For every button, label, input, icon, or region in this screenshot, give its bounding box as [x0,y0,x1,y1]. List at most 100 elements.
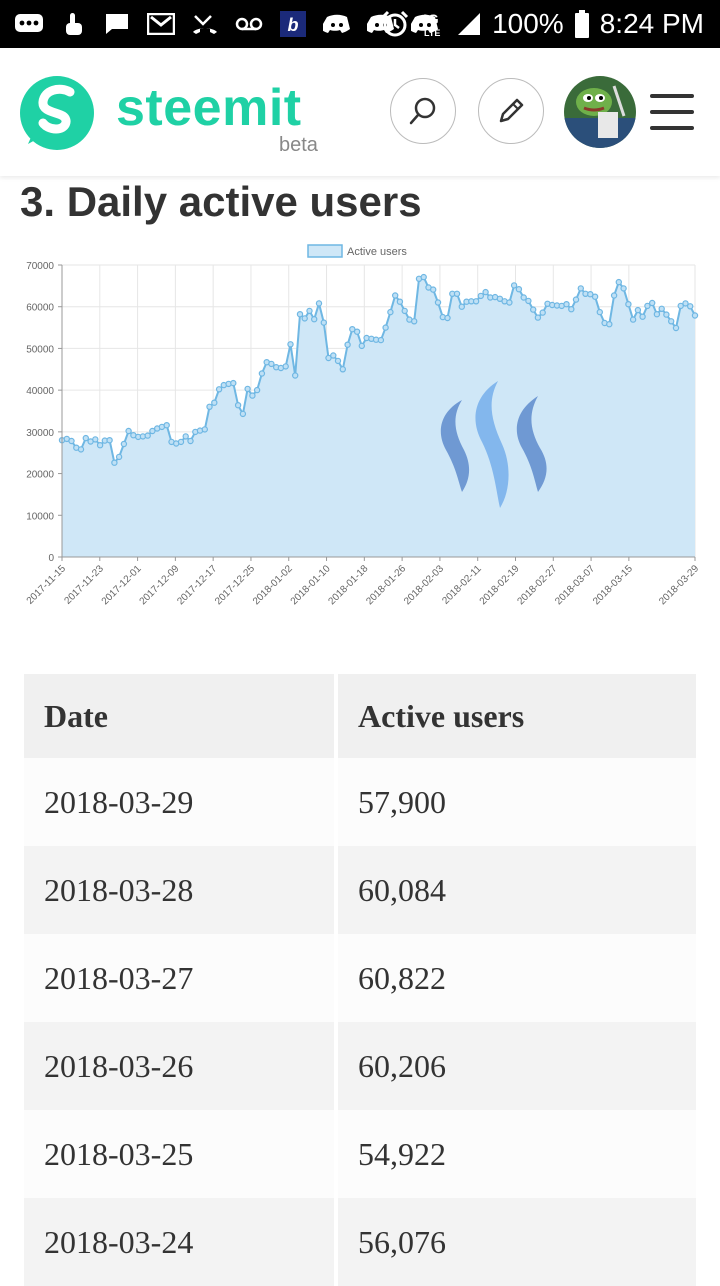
data-point [639,313,646,320]
table-row: 2018-03-25 54,922 [24,1110,696,1198]
data-point [634,306,642,314]
data-point [677,302,684,310]
data-point [211,399,218,406]
data-point [334,357,342,365]
table-cell-value: 60,206 [338,1022,696,1110]
user-avatar[interactable] [564,76,636,148]
data-point [625,300,632,308]
y-tick-label: 30000 [26,428,54,439]
data-point [201,426,208,433]
data-point [287,341,294,348]
data-point [392,292,399,299]
data-point [315,300,323,307]
table-cell-date: 2018-03-28 [24,846,334,934]
data-point [520,294,527,301]
data-point [653,310,661,318]
table-cell-value: 57,900 [338,758,696,846]
data-point [292,372,299,379]
chat-icon [14,11,44,37]
chart-legend[interactable]: Active users [307,244,407,258]
data-point [92,436,99,443]
data-point [111,459,118,466]
data-point [215,386,223,393]
data-point [182,433,189,440]
table-row: 2018-03-29 57,900 [24,758,696,846]
brand-name[interactable]: steemit [116,79,302,137]
svg-text:4G: 4G [420,11,439,27]
data-point [230,379,237,387]
data-point [658,305,665,313]
table-cell-date: 2018-03-27 [24,934,334,1022]
data-point [682,300,689,307]
data-point [610,292,618,299]
data-point [353,328,361,335]
data-point [453,290,461,298]
steem-logo-watermark [440,381,547,508]
data-point [591,293,599,300]
message-icon [102,11,132,37]
data-point [382,324,389,331]
y-tick-label: 0 [48,553,54,564]
hamburger-menu-icon[interactable] [650,94,694,130]
data-point [458,303,465,310]
data-point [420,273,427,281]
data-point [234,401,242,409]
data-point [649,299,656,307]
table-cell-value: 60,822 [338,934,696,1022]
series-area [62,277,695,557]
search-button[interactable] [390,78,456,144]
data-point [149,427,156,435]
y-tick-label: 60000 [26,303,54,314]
y-tick-label: 40000 [26,386,54,397]
svg-text:LTE: LTE [424,28,440,38]
brand-beta-label: beta [279,134,318,156]
data-point [339,366,346,373]
data-point [644,302,651,310]
data-point [430,286,437,293]
x-axis-ticks: 2017-11-152017-11-232017-12-012017-12-09… [25,557,701,607]
data-point [387,308,394,316]
data-point [691,312,699,319]
data-point [510,282,518,289]
data-point [477,292,484,300]
y-axis-ticks: 0 10000 20000 30000 40000 50000 60000 70000 [26,261,62,564]
legend-label: Active users [347,246,407,258]
touch-icon [58,11,88,37]
data-point [496,295,504,303]
data-point [506,299,513,306]
notification-icons: b [14,8,440,40]
status-bar: b 4G LTE 100% 8:24 PM [0,0,720,48]
battery-icon [574,10,589,38]
data-point [577,285,585,292]
x-tick-label: 2018-02-03 [402,563,446,607]
data-point [344,341,351,348]
data-point [672,324,680,332]
chart-axes [61,265,695,558]
data-point [301,315,308,322]
steemit-logo-icon[interactable] [18,74,96,152]
table-header-active-users: Active users [338,674,696,758]
table-cell-value: 60,084 [338,846,696,934]
x-tick-label: 2018-03-15 [591,563,635,607]
table-cell-date: 2018-03-25 [24,1110,334,1198]
data-point [663,311,670,318]
data-point [206,403,213,410]
submit-post-button[interactable] [478,78,544,144]
table-row: 2018-03-27 60,822 [24,934,696,1022]
section-title: 3. Daily active users [20,178,422,225]
discord-icon-3 [410,11,440,37]
table-cell-date: 2018-03-26 [24,1022,334,1110]
data-point [396,298,404,305]
data-point [401,307,408,315]
table-header-row: Date Active users [24,674,696,758]
data-point [668,318,675,325]
data-point [629,316,637,323]
data-point [568,305,575,313]
table-row: 2018-03-26 60,206 [24,1022,696,1110]
data-point [358,342,365,350]
data-point [615,278,623,286]
system-status: 4G LTE 100% 8:24 PM [380,6,704,42]
y-tick-label: 20000 [26,470,54,481]
data-point [534,314,542,321]
